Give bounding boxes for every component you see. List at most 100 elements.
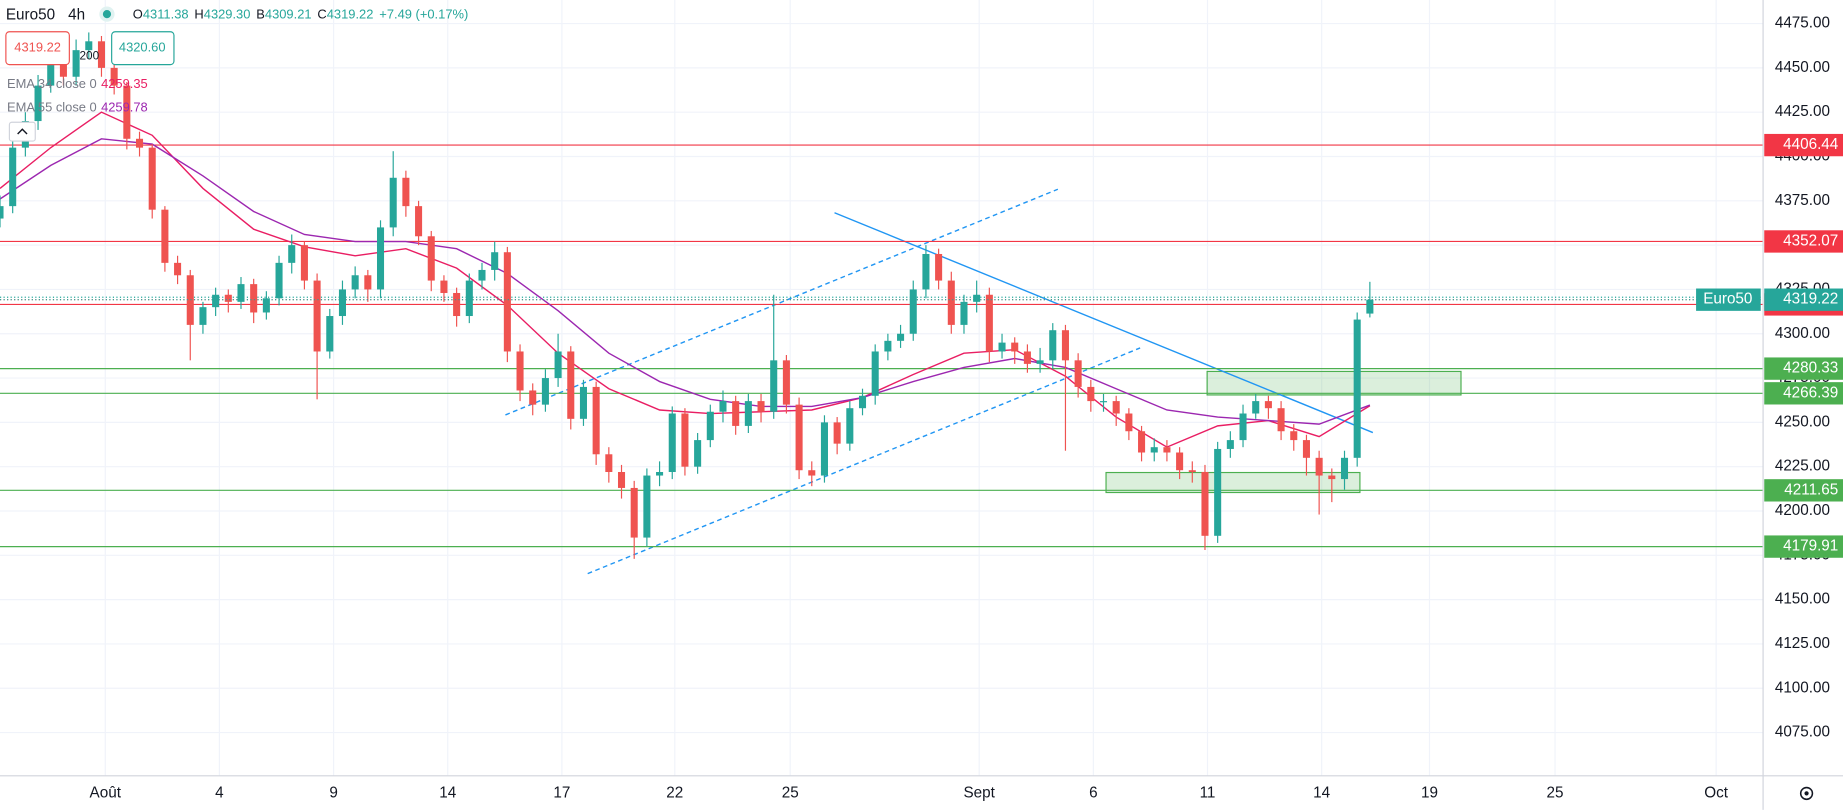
channel-line [505,188,1059,416]
y-tick-label: 4125.00 [1775,635,1830,652]
candle-body [795,404,803,471]
sell-price[interactable]: 4319.22 [14,40,61,55]
candle-body [1226,440,1234,449]
ema-line [0,138,1371,425]
channel-line [587,347,1141,575]
candle-body [770,360,778,412]
y-tick-label: 4425.00 [1775,103,1830,120]
level-label: 4211.65 [1784,481,1838,498]
candle-body [833,422,841,444]
candle-body [453,292,461,317]
candles [0,32,1374,559]
candle-body [706,411,714,441]
candle-body [1112,401,1120,414]
candle-body [47,59,55,86]
candle-body [1239,413,1247,441]
ohlc-key: C [317,7,326,22]
candle-body [897,333,905,341]
buy-button[interactable] [111,31,175,66]
x-tick-label: 6 [1089,784,1097,801]
candle-body [858,395,867,409]
candle-body [909,289,917,334]
gear-icon[interactable] [1799,786,1814,801]
candle-body [694,440,702,467]
level-label-bg [1764,133,1843,157]
level-label: 4352.07 [1783,232,1838,249]
candle-body [351,275,359,290]
candle-body [1023,351,1031,364]
last-price-bg [1764,288,1843,311]
y-tick-label: 4100.00 [1775,679,1830,696]
ohlc-value: 4329.30 [204,7,251,22]
candle-body [1150,447,1158,453]
candle-body [1188,470,1196,472]
settings-button[interactable] [1799,786,1814,801]
level-label: 4280.33 [1783,360,1838,377]
market-status [99,6,115,22]
level-label-bg [1764,535,1843,558]
candle-body [415,206,423,237]
candle-body [199,307,207,325]
y-tick-label: 4200.00 [1775,502,1830,519]
candle-body [554,351,562,379]
candle-body [719,401,727,412]
candle-body [0,206,4,219]
symbol-tag-bg [1696,288,1761,311]
x-tick-label: Oct [1704,784,1729,801]
gear-center [1804,791,1809,796]
buy-price[interactable]: 4320.60 [119,40,166,55]
y-tick-label: 4075.00 [1775,724,1830,741]
level-label: 4406.44 [1783,136,1839,153]
candle-body [224,294,232,302]
x-tick-label: 9 [329,784,337,801]
candle-body [1328,475,1336,480]
candle-body [250,284,258,313]
candle-body [579,386,587,419]
candle-body [313,280,321,352]
candle-body [935,253,943,281]
candle-body [529,390,537,405]
candle-body [59,59,67,77]
candle-body [34,85,42,122]
candle-body [871,351,879,396]
candle-body [376,227,385,290]
drawings [505,188,1462,575]
collapse-button[interactable] [8,121,36,142]
x-tick-label: Sept [964,784,996,801]
axis-labels: 4475.004450.004425.004400.004375.004350.… [0,15,1843,801]
candle-body [85,41,93,51]
sell-button[interactable] [5,31,70,66]
candle-body [1252,401,1260,414]
candle-body [275,262,283,299]
candle-body [567,351,575,419]
indicator-value: 4259.78 [101,100,148,115]
candle-body [402,177,410,207]
candle-body [186,275,194,325]
candle-body [1214,448,1222,536]
interval: 4h [68,6,85,23]
x-tick-label: 17 [553,784,570,801]
candle-body [782,360,790,405]
x-tick-label: 11 [1200,784,1216,801]
candle-body [668,413,676,472]
candle-body [148,147,156,210]
candle-body [326,316,334,352]
candle-body [960,301,968,325]
last-price: 4319.22 [1783,291,1838,308]
candle-body [9,147,17,207]
candle-body [985,294,993,352]
candle-body [516,351,524,391]
candle-body [465,280,473,317]
time-axis-bg [0,775,1843,810]
candle-body [440,280,448,293]
trend-line [834,212,1374,434]
x-tick-label: 22 [666,784,683,801]
candle-body [427,236,435,281]
ohlc-header: O4311.38 H4329.30 B4309.21 C4319.22 +7.49 (+… [133,7,468,22]
y-tick-label: 4150.00 [1775,591,1830,608]
candle-body [97,41,105,68]
spread: 200 [80,50,100,63]
level-label-bg [1764,479,1843,502]
